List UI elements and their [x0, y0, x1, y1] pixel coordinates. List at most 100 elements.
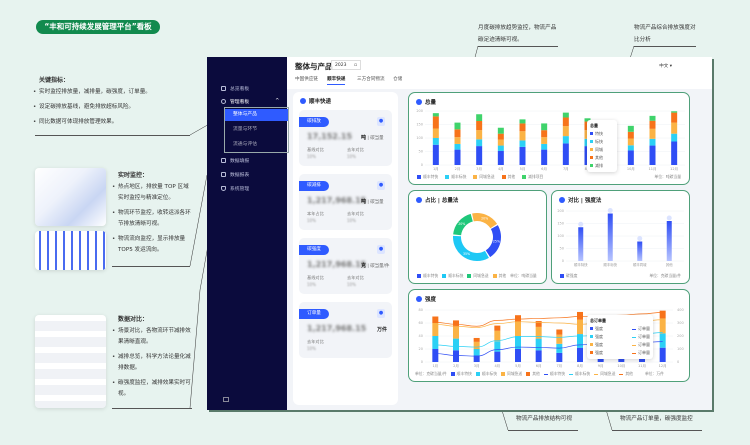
x-tick-label: 5月: [515, 363, 521, 368]
sidebar-item-input[interactable]: 数据填报: [221, 157, 249, 164]
tab-supply-chain[interactable]: 中国供应链: [295, 77, 318, 82]
tooltip-row: 强度 订单量: [590, 326, 650, 332]
tooltip-label: 订单量: [638, 350, 650, 355]
unit-label: 单位：吨碳当量: [654, 174, 681, 179]
sidebar-item-system[interactable]: 系统管理: [221, 185, 249, 192]
bar-segment: [432, 116, 439, 129]
unit-label: 单位：克碳当量/件: [649, 273, 681, 278]
y2-tick-label: 300: [677, 321, 684, 325]
legend-label: 同城急送: [479, 174, 495, 179]
dashboard-icon: [221, 86, 226, 91]
tooltip-line: [632, 344, 636, 346]
bar-segment: [515, 321, 521, 336]
sidebar-sub-eval[interactable]: 流通与评估: [233, 142, 257, 147]
bar-segment: [541, 137, 548, 144]
note-item: 场景对比，各物流环节减排效果清晰直观。: [112, 326, 192, 348]
unit-sub: 碳当量/件: [370, 264, 390, 269]
x-tick-label: 顺丰同城: [633, 262, 647, 267]
sidebar-sub-flow[interactable]: 流量与环节: [233, 127, 257, 132]
sidebar-label: 管理看板: [230, 100, 250, 105]
bar-segment: [476, 130, 483, 140]
unit-sub: 碳当量: [370, 200, 384, 205]
kpi-unit: 克 | 碳当量/件: [361, 262, 389, 269]
legend-swatch: [522, 175, 527, 179]
tooltip-row: 强度 订单量: [590, 334, 650, 340]
x-tick-label: 10月: [627, 166, 635, 171]
y2-tick-label: 400: [677, 308, 684, 312]
legend-item: 顺丰标快: [569, 371, 590, 377]
kpi-card: 碳减排 ● 1,217,968.15 吨 | 碳当量 本年占比 10% 去年对比 10%: [299, 174, 392, 230]
y2-tick-label: 0: [677, 360, 679, 364]
tooltip-row: 同城: [590, 147, 614, 153]
tooltip-swatch: [590, 148, 593, 151]
sidebar-item-management[interactable]: 管理看板 ^: [221, 98, 279, 105]
report-icon: [221, 172, 226, 177]
submenu-highlight: [224, 107, 289, 153]
sidebar-sub-overall[interactable]: 整体与产品: [225, 109, 288, 121]
tooltip-label: 强度: [595, 326, 603, 331]
tooltip-row: 减排: [590, 163, 614, 169]
tab-contract-logistics[interactable]: 三方合同物流: [357, 77, 385, 82]
kpi-compare-label: 本年占比: [307, 211, 324, 216]
bar-segment: [432, 113, 439, 117]
tooltip-swatch: [590, 164, 593, 167]
y-tick-label: 100: [557, 234, 564, 238]
bar-segment: [535, 321, 542, 327]
kpi-tag: 订单量: [299, 309, 329, 319]
legend-swatch: [560, 274, 564, 278]
bar: [578, 227, 584, 261]
donut-slice: [485, 225, 501, 258]
bar-segment: [473, 349, 480, 356]
tooltip-left: 强度: [590, 342, 603, 348]
x-tick-label: 10月: [617, 363, 625, 368]
bar-segment: [627, 138, 634, 146]
tab-warehouse[interactable]: 仓储: [393, 77, 403, 82]
tooltip-row: 其他: [590, 155, 614, 161]
bar-segment: [497, 150, 504, 165]
bar-segment: [671, 112, 678, 123]
legend: 顺丰特快 顺丰标快 同城急送 其他 减排项目: [417, 174, 543, 180]
bar-segment: [519, 123, 526, 132]
tooltip-line: [632, 328, 636, 330]
tab-sf-express[interactable]: 顺丰快递: [327, 76, 346, 85]
bar-segment: [556, 352, 563, 362]
lang-value: 中文: [659, 64, 669, 69]
leader-line: [112, 408, 192, 409]
x-tick-label: 12月: [670, 166, 678, 171]
sidebar-item-reports[interactable]: 数据报表: [221, 171, 249, 178]
y-tick-label: 0: [562, 259, 564, 263]
slice-label: 25%: [493, 240, 500, 244]
legend-swatch: [445, 175, 450, 179]
unit-main: 吨: [361, 135, 367, 141]
intensity-note: 物流产品综合排放强度对比分析: [634, 25, 696, 43]
tooltip: 总订单量 强度 订单量 强度 订单量 强度 订单量 强度 订单量: [587, 315, 653, 359]
legend: 碳强度: [560, 273, 577, 279]
legend-item: 同城急送: [467, 273, 489, 279]
unit-label: 单位：吨碳当量: [510, 273, 537, 278]
tooltip-right: 订单量: [632, 342, 650, 348]
collapse-icon[interactable]: [223, 397, 229, 402]
leader-line: [634, 46, 696, 47]
language-select[interactable]: 中文 ▾: [659, 64, 672, 69]
legend-item: 顺丰特快: [543, 371, 565, 377]
year-value: 2023: [335, 63, 347, 68]
kpi-compare-label: 去年对比: [347, 147, 364, 152]
bar-segment: [671, 133, 678, 142]
y-tick-label: 50: [419, 150, 423, 154]
slice-label: 20%: [481, 217, 488, 221]
x-tick-label: 3月: [476, 166, 482, 171]
legend-item: 其他: [619, 371, 633, 377]
bar-segment: [473, 355, 480, 362]
sidebar-item-overview[interactable]: 总览看板: [221, 85, 249, 92]
legend-line-swatch: [594, 373, 599, 375]
legend-swatch: [501, 372, 506, 376]
x-tick-label: 其他: [666, 262, 673, 267]
chart-title: 对比 | 强度法: [559, 196, 601, 204]
bar-segment: [454, 143, 461, 150]
legend-label: 顺丰标快: [448, 273, 464, 278]
y-tick-label: 100: [416, 136, 423, 140]
year-picker[interactable]: 2023 ▫: [331, 60, 361, 70]
y2-tick-label: 100: [677, 347, 684, 351]
bar: [637, 241, 643, 261]
truck-icon: [300, 98, 306, 104]
